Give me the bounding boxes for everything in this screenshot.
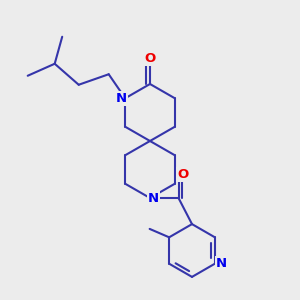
Text: N: N bbox=[148, 191, 159, 205]
Text: O: O bbox=[144, 52, 156, 64]
Text: N: N bbox=[216, 257, 227, 270]
Text: N: N bbox=[116, 92, 127, 105]
Text: O: O bbox=[177, 168, 189, 181]
